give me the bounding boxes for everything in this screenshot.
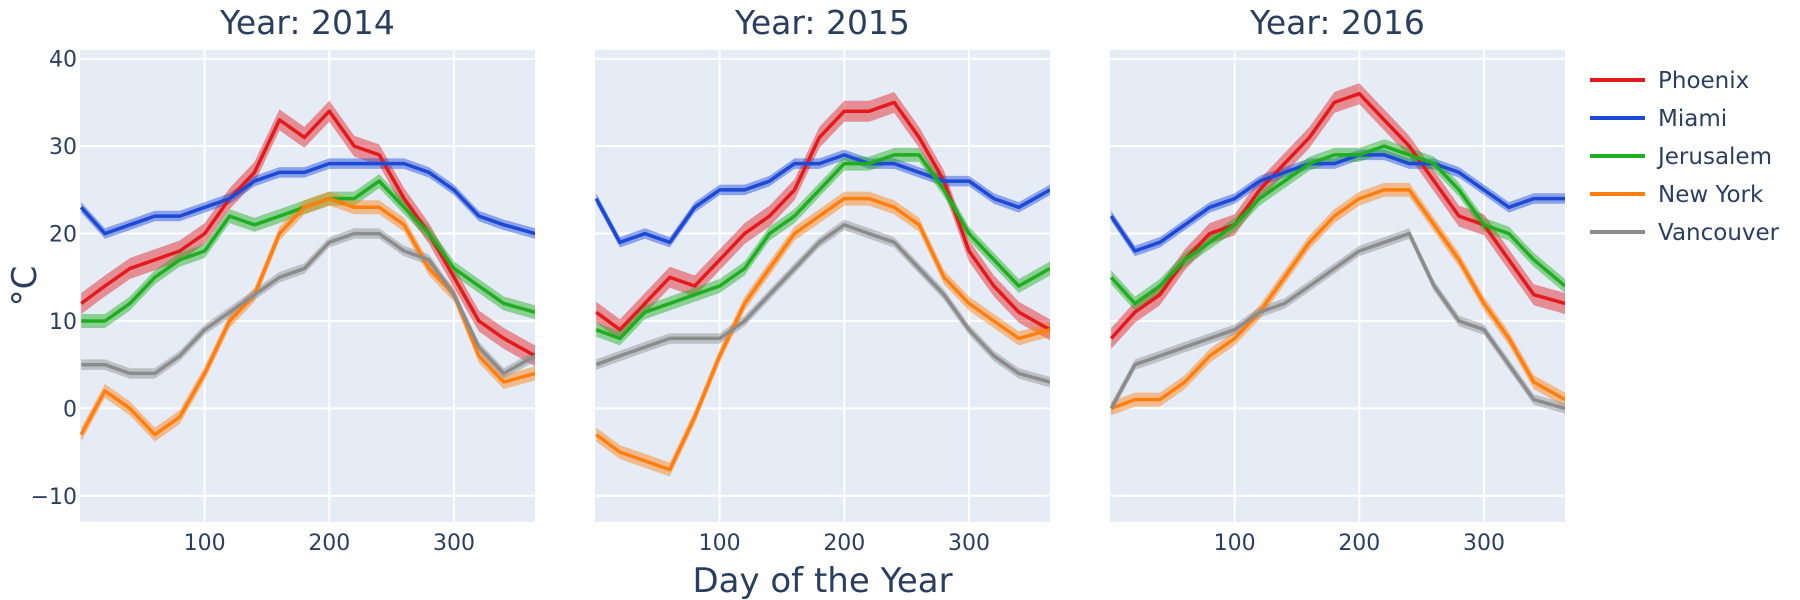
y-tick-label: 20 bbox=[49, 223, 77, 248]
x-tick-label: 100 bbox=[699, 531, 741, 556]
x-tick-label: 200 bbox=[1338, 531, 1380, 556]
line-miami bbox=[1110, 153, 1565, 253]
x-tick-label: 300 bbox=[433, 531, 475, 556]
x-tick-label: 200 bbox=[823, 531, 865, 556]
line-phoenix bbox=[595, 100, 1050, 332]
line-jerusalem bbox=[1110, 144, 1565, 306]
panel-title: Year: 2016 bbox=[1249, 3, 1425, 42]
panel-title: Year: 2015 bbox=[734, 3, 910, 42]
line-new-york bbox=[1110, 188, 1565, 411]
panel-3: Year: 2016 100 200 300 bbox=[1110, 3, 1565, 556]
x-tick-label: 200 bbox=[308, 531, 350, 556]
band-miami bbox=[1111, 149, 1565, 257]
line-new-york bbox=[595, 196, 1050, 472]
x-tick-label: 100 bbox=[1214, 531, 1256, 556]
x-axis-title: Day of the Year bbox=[692, 561, 952, 600]
plot-area bbox=[1110, 83, 1565, 416]
y-tick-label: 30 bbox=[49, 135, 77, 160]
band-jerusalem bbox=[596, 147, 1050, 346]
x-tick-label: 300 bbox=[1463, 531, 1505, 556]
band-phoenix bbox=[1111, 83, 1565, 349]
line-vancouver bbox=[595, 223, 1050, 384]
line-vancouver bbox=[81, 231, 535, 376]
line-jerusalem bbox=[595, 153, 1050, 341]
y-tick-label: −10 bbox=[31, 485, 77, 510]
y-tick-label: 0 bbox=[63, 397, 77, 422]
plot-background bbox=[595, 50, 1050, 522]
line-miami bbox=[80, 161, 535, 236]
legend-label: Phoenix bbox=[1658, 68, 1749, 94]
legend: Phoenix Miami Jerusalem New York Vancouver bbox=[1590, 68, 1780, 246]
line-phoenix bbox=[80, 109, 535, 358]
plot-area bbox=[595, 92, 1050, 477]
legend-label: Vancouver bbox=[1658, 220, 1780, 246]
line-vancouver bbox=[1110, 231, 1565, 411]
band-miami bbox=[596, 149, 1050, 248]
x-tick-label: 100 bbox=[184, 531, 226, 556]
legend-label: Jerusalem bbox=[1656, 144, 1772, 170]
x-tick-label: 300 bbox=[948, 531, 990, 556]
panel-1: Year: 2014 100 200 300 −10 0 10 20 30 40 bbox=[31, 3, 535, 556]
panel-2: Year: 2015 100 200 300 bbox=[595, 3, 1050, 556]
legend-label: Miami bbox=[1658, 106, 1727, 132]
y-axis-title: °C bbox=[5, 266, 45, 307]
line-miami bbox=[595, 153, 1050, 245]
panel-title: Year: 2014 bbox=[219, 3, 395, 42]
y-tick-label: 10 bbox=[49, 310, 77, 335]
legend-label: New York bbox=[1658, 182, 1764, 208]
plot-background bbox=[1110, 50, 1565, 522]
band-miami bbox=[81, 158, 535, 239]
band-phoenix bbox=[596, 92, 1050, 341]
plot-area bbox=[80, 100, 535, 442]
y-tick-label: 40 bbox=[49, 48, 77, 73]
